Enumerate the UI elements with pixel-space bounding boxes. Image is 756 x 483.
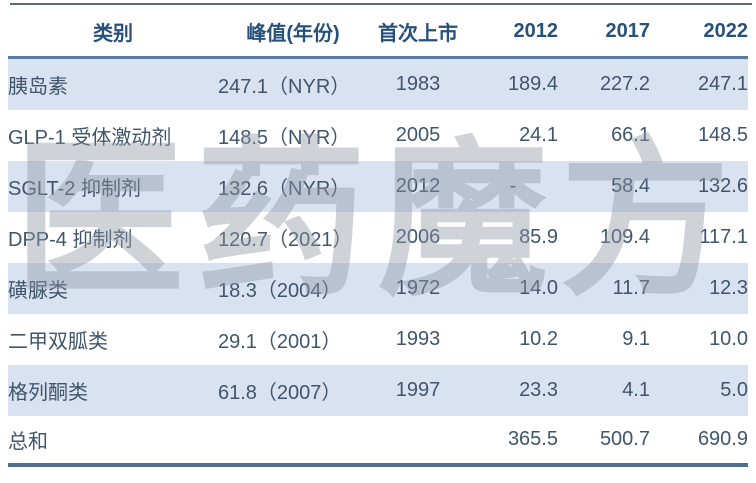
cell-launch: 1993	[395, 328, 441, 350]
cell-2012: 24.1	[519, 124, 558, 146]
cell-category: SGLT-2 抑制剂	[8, 178, 141, 200]
cell-2012: 85.9	[519, 226, 558, 248]
table-row-insulin: 胰岛素 247.1（NYR） 1983 189.4 227.2 247.1	[8, 57, 748, 110]
cell-2017: 227.2	[599, 73, 650, 95]
cell-2022: 5.0	[720, 379, 748, 401]
table-header-row: 类别 峰值(年份) 首次上市 2012 2017 2022	[8, 6, 748, 59]
cell-2022: 117.1	[699, 226, 748, 248]
table-row-dpp4: DPP-4 抑制剂 120.7（2021） 2006 85.9 109.4 11…	[8, 212, 748, 263]
cell-category: 胰岛素	[8, 76, 68, 98]
cell-2022: 12.3	[709, 277, 748, 299]
table-row-sglt2: SGLT-2 抑制剂 132.6（NYR） 2012 - 58.4 132.6	[8, 161, 748, 212]
cell-2017: 11.7	[612, 277, 650, 299]
column-header-2017: 2017	[558, 6, 650, 59]
cell-category: 磺脲类	[8, 280, 68, 302]
cell-launch: 1997	[395, 379, 441, 401]
column-header-first-launch: 首次上市	[368, 6, 468, 59]
cell-2012: 14.0	[519, 277, 558, 299]
cell-2022: 132.6	[697, 175, 748, 197]
cell-2017: 66.1	[611, 124, 650, 146]
cell-launch: 1972	[395, 277, 441, 299]
drug-sales-table: 类别 峰值(年份) 首次上市 2012 2017 2022 胰岛素 247.1（…	[8, 6, 748, 467]
cell-category: 总和	[8, 416, 218, 467]
table-row-glp1: GLP-1 受体激动剂 148.5（NYR） 2005 24.1 66.1 14…	[8, 110, 748, 161]
cell-category: 格列酮类	[8, 382, 88, 404]
cell-2022: 10.0	[709, 328, 748, 350]
cell-2017: 4.1	[622, 379, 650, 401]
cell-2022: 690.9	[650, 416, 748, 467]
column-header-peak-year: 峰值(年份)	[218, 6, 368, 59]
table-row-total: 总和 365.5 500.7 690.9	[8, 416, 748, 467]
cell-category: DPP-4 抑制剂	[8, 229, 133, 251]
cell-peak: 132.6（NYR）	[218, 178, 351, 200]
cell-peak	[218, 416, 368, 467]
cell-launch	[368, 416, 468, 467]
cell-2012: 189.4	[507, 73, 558, 95]
column-header-2012: 2012	[468, 6, 558, 59]
column-header-2022: 2022	[650, 6, 748, 59]
cell-launch: 1983	[395, 73, 441, 95]
cell-peak: 18.3（2004）	[218, 280, 342, 302]
table-row-sulfonylurea: 磺脲类 18.3（2004） 1972 14.0 11.7 12.3	[8, 263, 748, 314]
cell-2017: 500.7	[558, 416, 650, 467]
cell-2017: 109.4	[599, 226, 650, 248]
cell-launch: 2012	[395, 175, 441, 197]
table-row-glitazone: 格列酮类 61.8（2007） 1997 23.3 4.1 5.0	[8, 365, 748, 416]
cell-2012: 23.3	[519, 379, 558, 401]
cell-peak: 61.8（2007）	[218, 382, 342, 404]
cell-launch: 2005	[395, 124, 441, 146]
top-divider-line	[10, 3, 752, 5]
cell-peak: 120.7（2021）	[218, 229, 353, 251]
cell-2012: -	[509, 175, 517, 197]
cell-2012: 365.5	[468, 416, 558, 467]
cell-category: 二甲双胍类	[8, 331, 108, 353]
cell-2017: 58.4	[611, 175, 650, 197]
cell-peak: 247.1（NYR）	[218, 76, 351, 98]
cell-2022: 247.1	[697, 73, 748, 95]
cell-2012: 10.2	[519, 328, 558, 350]
cell-peak: 148.5（NYR）	[218, 127, 351, 149]
cell-2017: 9.1	[622, 328, 650, 350]
cell-2022: 148.5	[697, 124, 748, 146]
cell-launch: 2006	[395, 226, 441, 248]
cell-category: GLP-1 受体激动剂	[8, 127, 172, 149]
cell-peak: 29.1（2001）	[218, 331, 342, 353]
table-row-metformin: 二甲双胍类 29.1（2001） 1993 10.2 9.1 10.0	[8, 314, 748, 365]
column-header-category: 类别	[8, 6, 218, 59]
